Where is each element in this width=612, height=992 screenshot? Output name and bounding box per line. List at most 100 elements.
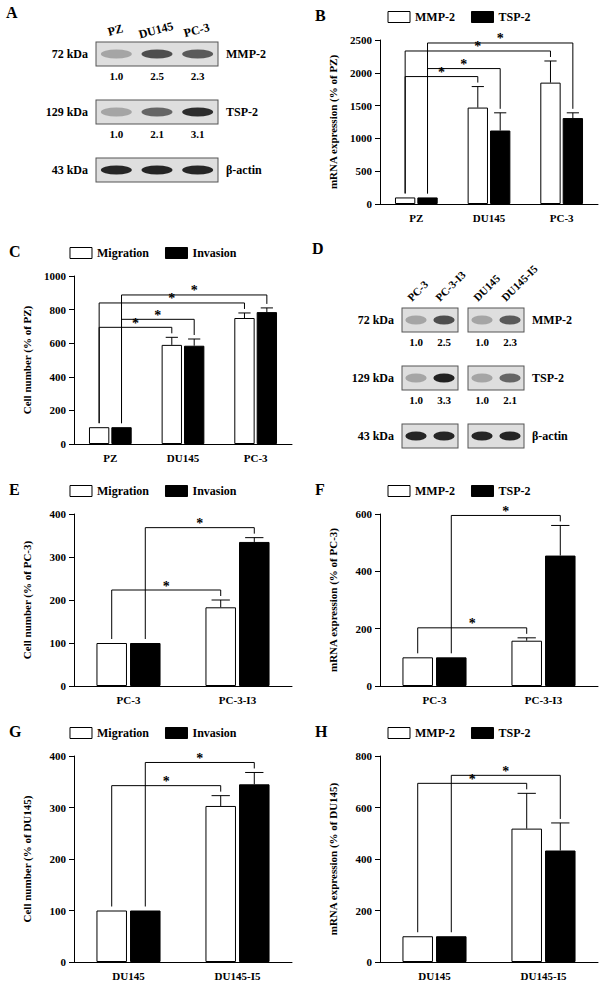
svg-text:G: G xyxy=(9,723,22,740)
svg-text:300: 300 xyxy=(50,551,67,563)
svg-text:PC-3: PC-3 xyxy=(550,212,574,224)
svg-text:1.0: 1.0 xyxy=(475,336,489,348)
svg-text:β-actin: β-actin xyxy=(226,163,262,177)
svg-text:E: E xyxy=(9,481,20,498)
svg-text:200: 200 xyxy=(50,404,67,416)
svg-text:2000: 2000 xyxy=(350,67,373,79)
svg-text:600: 600 xyxy=(356,802,373,814)
svg-text:43 kDa: 43 kDa xyxy=(358,429,394,443)
svg-text:TSP-2: TSP-2 xyxy=(498,484,530,498)
svg-text:1.0: 1.0 xyxy=(409,394,423,406)
svg-text:D: D xyxy=(312,240,324,257)
svg-text:DU145-I5: DU145-I5 xyxy=(215,970,261,982)
svg-text:TSP-2: TSP-2 xyxy=(498,726,530,740)
svg-text:PC-3: PC-3 xyxy=(117,694,141,706)
svg-text:1.0: 1.0 xyxy=(475,394,489,406)
svg-text:800: 800 xyxy=(356,750,373,762)
svg-text:mRNA expression (% of PZ): mRNA expression (% of PZ) xyxy=(327,55,340,190)
svg-text:1000: 1000 xyxy=(44,270,67,282)
svg-text:Invasion: Invasion xyxy=(192,726,236,740)
svg-text:100: 100 xyxy=(50,637,67,649)
svg-text:500: 500 xyxy=(356,165,373,177)
svg-text:mRNA expression (% of DU145): mRNA expression (% of DU145) xyxy=(327,782,340,935)
svg-text:PC-3-I3: PC-3-I3 xyxy=(219,694,257,706)
svg-text:PZ: PZ xyxy=(106,21,124,38)
svg-text:Migration: Migration xyxy=(97,246,149,260)
svg-text:2.5: 2.5 xyxy=(437,336,451,348)
svg-text:MMP-2: MMP-2 xyxy=(415,10,455,24)
svg-text:0: 0 xyxy=(367,956,373,968)
svg-text:TSP-2: TSP-2 xyxy=(498,10,530,24)
svg-text:Invasion: Invasion xyxy=(192,246,236,260)
svg-text:800: 800 xyxy=(50,304,67,316)
svg-text:*: * xyxy=(474,39,481,54)
svg-text:0: 0 xyxy=(61,956,67,968)
svg-text:200: 200 xyxy=(50,853,67,865)
svg-text:B: B xyxy=(315,7,326,24)
svg-text:*: * xyxy=(460,57,467,72)
svg-text:2.1: 2.1 xyxy=(503,394,517,406)
svg-text:TSP-2: TSP-2 xyxy=(532,371,564,385)
svg-text:*: * xyxy=(502,764,509,779)
svg-text:1.0: 1.0 xyxy=(109,128,123,140)
svg-text:0: 0 xyxy=(61,680,67,692)
svg-text:300: 300 xyxy=(50,802,67,814)
svg-text:600: 600 xyxy=(50,337,67,349)
svg-text:100: 100 xyxy=(50,905,67,917)
svg-text:DU145-I5: DU145-I5 xyxy=(521,970,567,982)
svg-text:Cell number (% of PZ): Cell number (% of PZ) xyxy=(21,305,34,414)
svg-text:3.3: 3.3 xyxy=(437,394,451,406)
svg-text:DU145-I5: DU145-I5 xyxy=(499,262,540,303)
svg-text:1.0: 1.0 xyxy=(109,70,123,82)
svg-text:DU145: DU145 xyxy=(471,272,503,304)
svg-text:MMP-2: MMP-2 xyxy=(415,484,455,498)
svg-text:*: * xyxy=(154,308,161,323)
svg-text:*: * xyxy=(191,283,198,298)
svg-text:β-actin: β-actin xyxy=(532,429,568,443)
svg-text:72 kDa: 72 kDa xyxy=(358,313,394,327)
svg-text:72 kDa: 72 kDa xyxy=(52,47,88,61)
svg-text:*: * xyxy=(132,316,139,331)
svg-text:*: * xyxy=(502,504,509,519)
svg-text:DU145: DU145 xyxy=(418,970,451,982)
svg-text:*: * xyxy=(196,516,203,531)
svg-text:PC-3-I3: PC-3-I3 xyxy=(433,268,468,303)
svg-text:A: A xyxy=(6,4,18,21)
svg-text:PC-3: PC-3 xyxy=(244,452,268,464)
svg-text:400: 400 xyxy=(356,853,373,865)
svg-text:129 kDa: 129 kDa xyxy=(46,105,88,119)
svg-text:600: 600 xyxy=(356,508,373,520)
svg-text:DU145: DU145 xyxy=(167,452,200,464)
svg-text:*: * xyxy=(163,579,170,594)
svg-text:*: * xyxy=(469,772,476,787)
svg-text:DU145: DU145 xyxy=(112,970,145,982)
svg-text:*: * xyxy=(163,774,170,789)
svg-text:*: * xyxy=(497,31,504,46)
svg-text:1.0: 1.0 xyxy=(409,336,423,348)
svg-text:Cell number (% of DU145): Cell number (% of DU145) xyxy=(21,795,34,922)
svg-text:Invasion: Invasion xyxy=(192,484,236,498)
svg-text:PC-3: PC-3 xyxy=(423,694,447,706)
svg-text:0: 0 xyxy=(367,680,373,692)
svg-text:400: 400 xyxy=(50,750,67,762)
svg-text:2500: 2500 xyxy=(350,34,373,46)
svg-text:TSP-2: TSP-2 xyxy=(226,105,258,119)
svg-text:*: * xyxy=(438,65,445,80)
svg-text:0: 0 xyxy=(61,438,67,450)
svg-text:DU145: DU145 xyxy=(473,212,506,224)
svg-text:200: 200 xyxy=(356,905,373,917)
svg-text:2.3: 2.3 xyxy=(191,70,205,82)
svg-text:PZ: PZ xyxy=(409,212,423,224)
svg-text:PC-3-I3: PC-3-I3 xyxy=(525,694,563,706)
svg-text:200: 200 xyxy=(356,623,373,635)
svg-text:43 kDa: 43 kDa xyxy=(52,163,88,177)
svg-text:3.1: 3.1 xyxy=(191,128,205,140)
svg-text:*: * xyxy=(168,291,175,306)
svg-text:mRNA expression (% of PC-3): mRNA expression (% of PC-3) xyxy=(327,528,340,672)
svg-text:Migration: Migration xyxy=(97,726,149,740)
svg-text:Migration: Migration xyxy=(97,484,149,498)
svg-text:400: 400 xyxy=(356,565,373,577)
svg-text:2.1: 2.1 xyxy=(150,128,164,140)
svg-text:200: 200 xyxy=(50,594,67,606)
svg-text:1000: 1000 xyxy=(350,132,373,144)
